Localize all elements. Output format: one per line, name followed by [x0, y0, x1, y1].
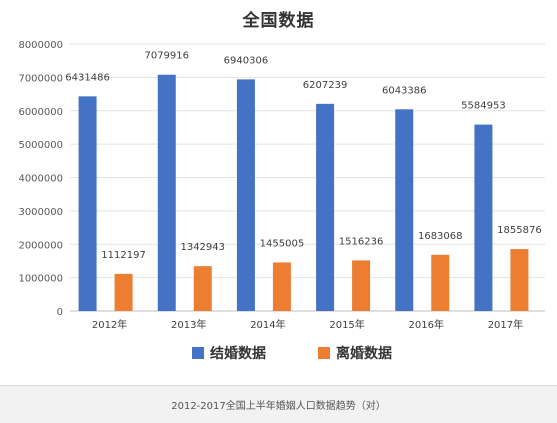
x-tick-label: 2017年: [488, 318, 523, 331]
y-tick-label: 6000000: [18, 107, 63, 118]
x-tick-label: 2013年: [171, 318, 206, 331]
y-tick-label: 8000000: [18, 40, 63, 51]
marriage-bar: [78, 96, 97, 311]
legend-label-marriage: 结婚数据: [210, 345, 266, 362]
divorce-bar: [114, 273, 133, 311]
x-tick-label: 2015年: [329, 318, 364, 331]
legend-swatch-marriage: [192, 347, 204, 359]
x-tick-label: 2016年: [409, 318, 444, 331]
x-tick-label: 2012年: [92, 318, 127, 331]
marriage-bar: [316, 103, 335, 311]
y-tick-label: 1000000: [18, 274, 63, 285]
divorce-bar: [352, 260, 371, 311]
marriage-value-label: 7079916: [144, 51, 189, 62]
y-tick-label: 2000000: [18, 240, 63, 251]
divorce-value-label: 1342943: [180, 242, 225, 253]
divorce-value-label: 1855876: [497, 225, 542, 236]
marriage-bar: [474, 124, 493, 311]
legend-swatch-divorce: [318, 347, 330, 359]
marriage-value-label: 6431486: [65, 72, 110, 83]
divorce-bar: [510, 249, 529, 311]
marriage-value-label: 6043386: [382, 85, 427, 96]
marriage-value-label: 6207239: [303, 80, 348, 91]
y-tick-label: 7000000: [18, 73, 63, 84]
y-tick-label: 0: [57, 307, 63, 318]
divorce-bar: [431, 254, 450, 311]
chart-caption: 2012-2017全国上半年婚姻人口数据趋势（对）: [171, 401, 386, 412]
divorce-value-label: 1516236: [339, 236, 384, 247]
y-tick-label: 5000000: [18, 140, 63, 151]
caption-band: [0, 385, 557, 423]
divorce-value-label: 1455005: [260, 238, 305, 249]
divorce-value-label: 1112197: [101, 250, 146, 261]
y-tick-label: 4000000: [18, 174, 63, 185]
y-tick-label: 3000000: [18, 207, 63, 218]
marriage-bar: [236, 79, 255, 312]
marriage-value-label: 6940306: [224, 55, 269, 66]
divorce-bar: [193, 266, 212, 311]
chart-title: 全国数据: [242, 11, 315, 31]
divorce-value-label: 1683068: [418, 231, 463, 242]
x-tick-label: 2014年: [250, 318, 285, 331]
divorce-bar: [272, 262, 291, 311]
legend-label-divorce: 离婚数据: [336, 345, 392, 362]
marriage-bar: [157, 74, 176, 312]
marriage-value-label: 5584953: [461, 101, 506, 112]
marriage-bar: [395, 109, 414, 311]
bar-chart: 0 1000000 2000000 3000000 4000000 5000000 6000…: [18, 40, 545, 362]
